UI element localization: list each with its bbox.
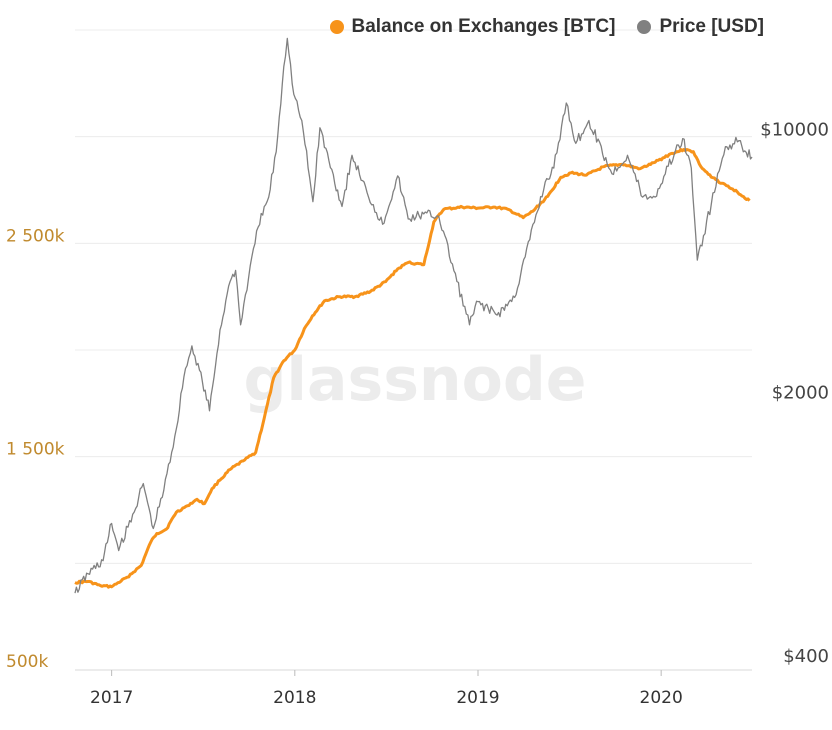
legend-item-price[interactable]: Price [USD] <box>637 16 764 38</box>
x-tick-label: 2020 <box>640 688 683 708</box>
legend-dot-balance-icon <box>329 20 344 34</box>
x-tick-label: 2018 <box>273 688 316 708</box>
grid-lines <box>75 29 752 671</box>
y-left-tick-label: 500k <box>6 652 48 672</box>
watermark: glassnode <box>243 345 586 415</box>
axes: 2017 2018 2019 2020 500k 1 500k 2 500k $400 $200… <box>6 119 829 708</box>
y-left-tick-label: 1 500k <box>6 440 65 460</box>
x-tick-label: 2017 <box>90 688 133 708</box>
legend-label-balance: Balance on Exchanges [BTC] <box>351 16 616 37</box>
legend-label-price: Price [USD] <box>659 16 764 37</box>
y-left-tick-label: 2 500k <box>6 226 65 246</box>
y-right-tick-label: $10000 <box>760 119 829 140</box>
y-right-tick-label: $400 <box>783 646 829 667</box>
balance-series-line <box>74 148 751 589</box>
x-tick-label: 2019 <box>456 688 499 708</box>
legend: Balance on Exchanges [BTC] Price [USD] <box>329 16 764 38</box>
legend-item-balance[interactable]: Balance on Exchanges [BTC] <box>329 16 616 38</box>
legend-dot-price-icon <box>637 20 652 34</box>
y-right-tick-label: $2000 <box>772 383 829 404</box>
series-layer <box>74 37 753 594</box>
price-series-line <box>74 37 753 594</box>
